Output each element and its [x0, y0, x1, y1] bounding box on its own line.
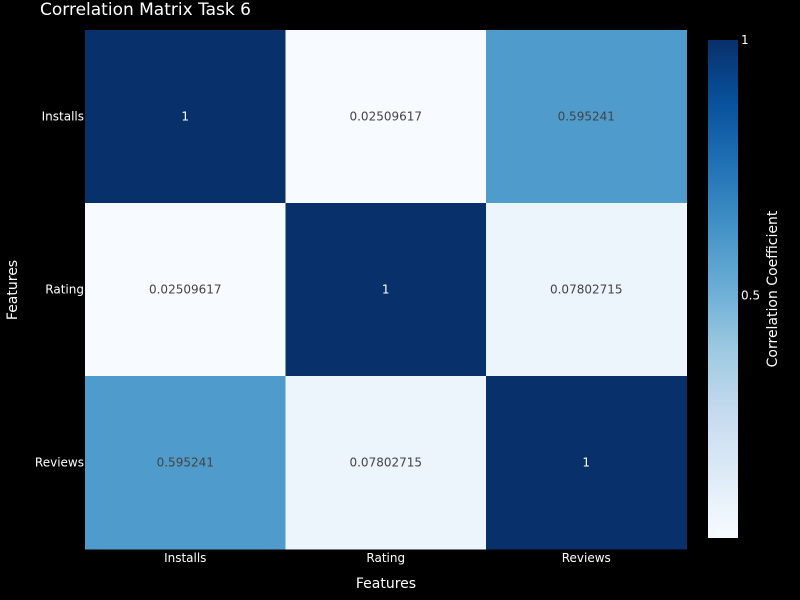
cell-value-label: 1: [382, 283, 390, 297]
x-tick-label: Rating: [366, 551, 405, 565]
chart-title: Correlation Matrix Task 6: [40, 0, 251, 20]
y-tick-label: Rating: [45, 283, 84, 297]
x-axis-title: Features: [356, 576, 416, 592]
colorbar-title: Correlation Coefficient: [765, 210, 781, 367]
x-tick-label: Reviews: [562, 551, 611, 565]
y-tick-label: Installs: [42, 110, 84, 124]
colorbar-tick-label: 0.5: [741, 288, 760, 302]
cell-value-label: 0.595241: [157, 456, 214, 470]
colorbar-tick-label: 1: [741, 33, 749, 47]
y-tick-label: Reviews: [35, 456, 84, 470]
heatmap-cell-rating-reviews: [486, 203, 687, 377]
heatmap-cell-installs-installs: [85, 30, 286, 204]
cell-value-label: 0.02509617: [349, 110, 422, 124]
cell-value-label: 0.07802715: [550, 283, 623, 297]
cell-value-label: 1: [582, 456, 590, 470]
heatmap-cell-reviews-installs: [85, 376, 286, 550]
heatmap-cell-rating-rating: [285, 203, 487, 377]
x-tick-label: Installs: [164, 551, 206, 565]
heatmap-cell-reviews-rating: [285, 376, 487, 550]
heatmap-cell-installs-reviews: [486, 30, 687, 204]
heatmap-cell-reviews-reviews: [486, 376, 687, 550]
cell-value-label: 0.595241: [558, 110, 615, 124]
heatmap-cell-rating-installs: [85, 203, 286, 377]
cell-value-label: 1: [181, 110, 189, 124]
cell-value-label: 0.07802715: [349, 456, 422, 470]
y-axis-title: Features: [5, 260, 21, 320]
cell-value-label: 0.02509617: [149, 283, 222, 297]
colorbar: [708, 40, 738, 538]
heatmap-cell-installs-rating: [285, 30, 487, 204]
